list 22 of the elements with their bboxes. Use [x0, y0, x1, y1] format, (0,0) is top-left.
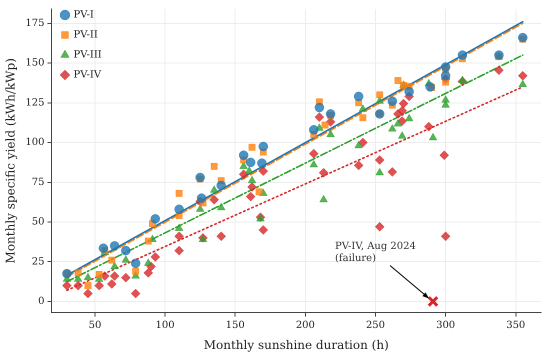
y-tick-label: 50 [32, 216, 44, 228]
y-tick-label: 100 [25, 137, 44, 148]
y-axis-title: Monthly specific yield (kWh/kWp) [3, 58, 18, 264]
x-tick-label: 100 [156, 320, 175, 332]
annotation: PV-IV, Aug 2024 (failure) [335, 241, 416, 264]
x-tick-label: 350 [506, 320, 526, 332]
y-tick-label: 0 [38, 296, 44, 308]
legend-label: PV-IV [73, 70, 102, 81]
legend-label: PV-III [73, 50, 102, 61]
x-tick-label: 150 [226, 320, 245, 332]
x-tick-label: 50 [88, 320, 102, 332]
y-tick-label: 75 [32, 176, 44, 188]
x-tick-label: 300 [436, 320, 456, 332]
y-tick-label: 125 [25, 97, 44, 108]
y-tick-label: 150 [25, 58, 44, 69]
x-tick-label: 250 [366, 320, 386, 332]
x-axis-title: Monthly sunshine duration (h) [204, 338, 389, 352]
y-tick-label: 25 [32, 256, 44, 268]
legend-label: PV-II [73, 30, 98, 41]
y-tick-label: 175 [25, 18, 44, 29]
legend-label: PV-I [73, 10, 94, 21]
x-tick-label: 200 [296, 320, 315, 332]
